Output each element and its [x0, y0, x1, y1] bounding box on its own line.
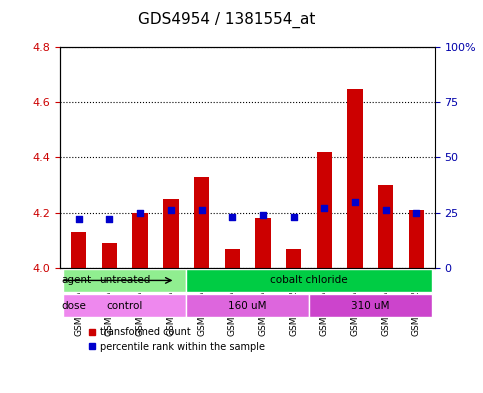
Legend: transformed count, percentile rank within the sample: transformed count, percentile rank withi… — [84, 323, 270, 356]
FancyBboxPatch shape — [309, 294, 432, 317]
Bar — [163, 199, 179, 268]
Point — [290, 214, 298, 220]
Bar — [378, 185, 393, 268]
Point — [75, 216, 83, 222]
FancyBboxPatch shape — [186, 294, 309, 317]
Bar — [71, 232, 86, 268]
Bar — [194, 177, 209, 268]
Text: untreated: untreated — [99, 275, 151, 285]
Bar — [132, 213, 148, 268]
FancyBboxPatch shape — [63, 269, 186, 292]
Bar — [225, 248, 240, 268]
Bar — [255, 218, 270, 268]
Text: 160 uM: 160 uM — [228, 301, 267, 310]
FancyBboxPatch shape — [63, 294, 186, 317]
Text: control: control — [107, 301, 143, 310]
Point — [259, 212, 267, 218]
Text: dose: dose — [61, 301, 86, 310]
Text: GDS4954 / 1381554_at: GDS4954 / 1381554_at — [138, 12, 316, 28]
FancyBboxPatch shape — [186, 269, 432, 292]
Bar — [347, 88, 363, 268]
Point — [228, 214, 236, 220]
Bar — [316, 152, 332, 268]
Point — [412, 209, 420, 216]
Text: agent: agent — [61, 275, 91, 285]
Point — [351, 198, 359, 205]
Text: cobalt chloride: cobalt chloride — [270, 275, 348, 285]
Point — [198, 207, 205, 213]
Point — [136, 209, 144, 216]
Bar — [286, 248, 301, 268]
Bar — [409, 210, 424, 268]
Point — [106, 216, 114, 222]
Point — [167, 207, 175, 213]
Point — [382, 207, 389, 213]
Point — [320, 205, 328, 211]
Bar — [102, 243, 117, 268]
Text: 310 uM: 310 uM — [351, 301, 389, 310]
